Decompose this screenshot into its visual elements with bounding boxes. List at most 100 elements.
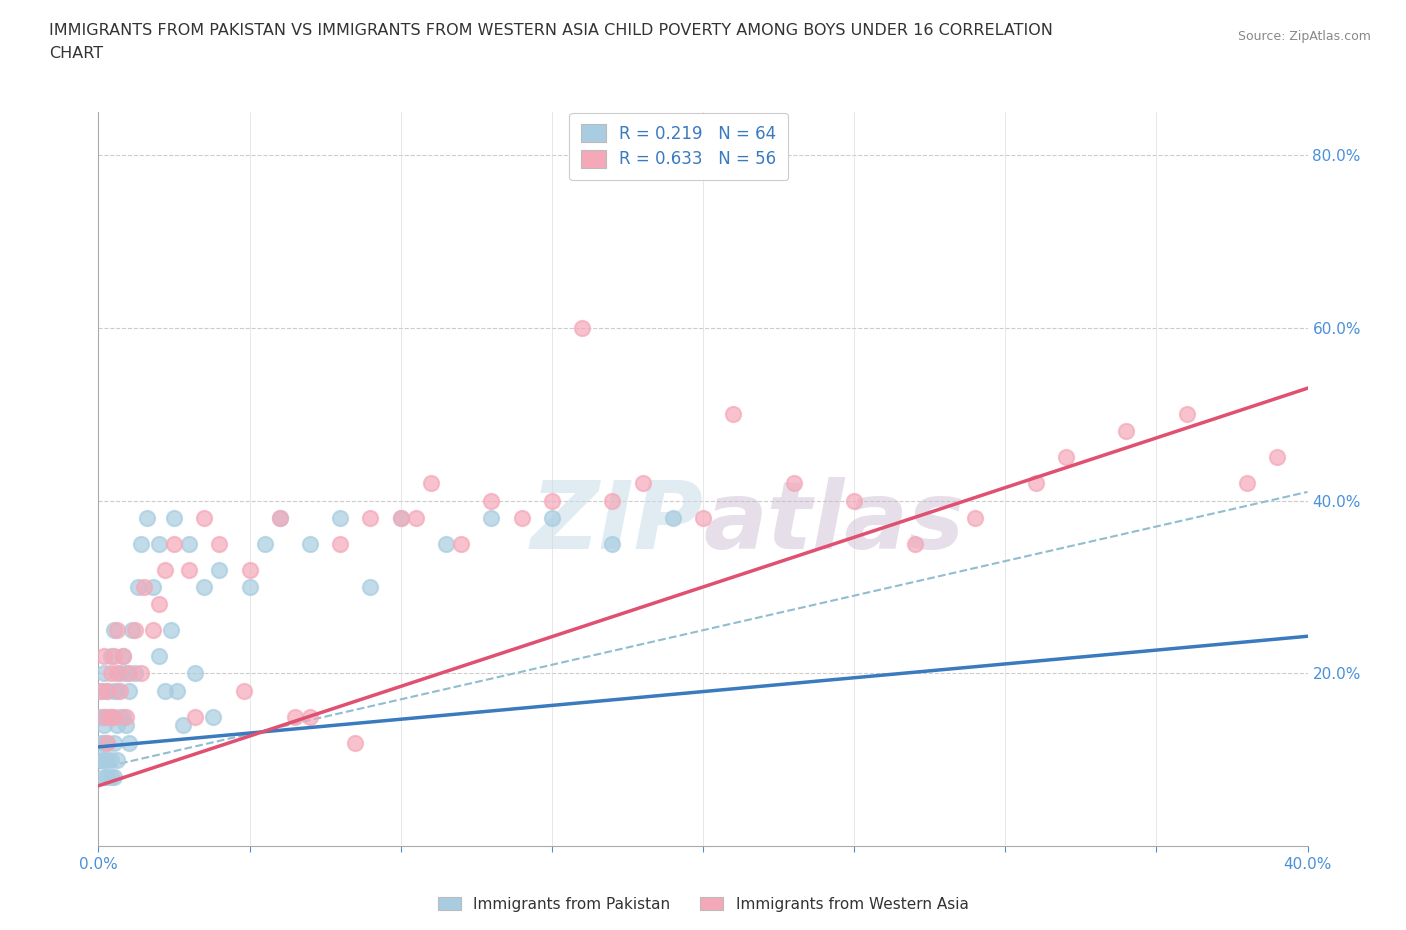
Point bbox=[481, 511, 503, 525]
Point bbox=[96, 735, 118, 750]
Point bbox=[1236, 476, 1258, 491]
Point bbox=[163, 537, 186, 551]
Point bbox=[90, 752, 112, 767]
Point bbox=[269, 511, 291, 525]
Point bbox=[540, 493, 562, 508]
Point bbox=[93, 718, 115, 733]
Point bbox=[166, 684, 188, 698]
Point bbox=[148, 597, 170, 612]
Point bbox=[202, 710, 225, 724]
Point bbox=[253, 537, 276, 551]
Point bbox=[184, 710, 207, 724]
Point bbox=[114, 666, 136, 681]
Point bbox=[661, 511, 683, 525]
Point bbox=[135, 511, 157, 525]
Point bbox=[571, 320, 593, 335]
Point bbox=[118, 684, 141, 698]
Point bbox=[90, 684, 112, 698]
Point bbox=[93, 752, 115, 767]
Point bbox=[405, 511, 427, 525]
Point bbox=[100, 752, 122, 767]
Point bbox=[111, 649, 134, 664]
Point bbox=[540, 511, 562, 525]
Point bbox=[844, 493, 866, 508]
Point bbox=[129, 666, 152, 681]
Point bbox=[103, 623, 125, 638]
Point bbox=[105, 623, 128, 638]
Point bbox=[93, 649, 115, 664]
Point bbox=[103, 684, 125, 698]
Point bbox=[434, 537, 457, 551]
Point bbox=[904, 537, 927, 551]
Point bbox=[96, 752, 118, 767]
Point bbox=[602, 493, 624, 508]
Point bbox=[239, 563, 262, 578]
Point bbox=[208, 537, 231, 551]
Point bbox=[100, 649, 122, 664]
Point bbox=[103, 770, 125, 785]
Point bbox=[481, 493, 503, 508]
Point bbox=[132, 579, 155, 594]
Point bbox=[93, 710, 115, 724]
Point bbox=[269, 511, 291, 525]
Point bbox=[450, 537, 472, 551]
Point bbox=[148, 649, 170, 664]
Point bbox=[105, 752, 128, 767]
Point bbox=[510, 511, 533, 525]
Point bbox=[96, 684, 118, 698]
Point bbox=[420, 476, 443, 491]
Point bbox=[108, 710, 131, 724]
Point bbox=[179, 563, 201, 578]
Point bbox=[329, 537, 352, 551]
Point bbox=[284, 710, 307, 724]
Point bbox=[142, 579, 165, 594]
Point bbox=[965, 511, 987, 525]
Legend: Immigrants from Pakistan, Immigrants from Western Asia: Immigrants from Pakistan, Immigrants fro… bbox=[432, 890, 974, 918]
Point bbox=[692, 511, 714, 525]
Point bbox=[1115, 424, 1137, 439]
Text: atlas: atlas bbox=[703, 477, 965, 569]
Point bbox=[121, 623, 143, 638]
Point bbox=[111, 710, 134, 724]
Point bbox=[100, 666, 122, 681]
Point bbox=[111, 649, 134, 664]
Point bbox=[160, 623, 183, 638]
Point bbox=[124, 623, 146, 638]
Point bbox=[142, 623, 165, 638]
Point bbox=[360, 511, 382, 525]
Point bbox=[723, 406, 745, 421]
Point bbox=[631, 476, 654, 491]
Point bbox=[93, 735, 115, 750]
Point bbox=[184, 666, 207, 681]
Point bbox=[96, 770, 118, 785]
Point bbox=[360, 579, 382, 594]
Text: ZIP: ZIP bbox=[530, 477, 703, 569]
Point bbox=[193, 579, 215, 594]
Point bbox=[93, 666, 115, 681]
Point bbox=[389, 511, 412, 525]
Legend: R = 0.219   N = 64, R = 0.633   N = 56: R = 0.219 N = 64, R = 0.633 N = 56 bbox=[569, 113, 789, 179]
Point bbox=[299, 537, 322, 551]
Point bbox=[127, 579, 149, 594]
Point bbox=[103, 710, 125, 724]
Point bbox=[389, 511, 412, 525]
Point bbox=[179, 537, 201, 551]
Point bbox=[1054, 450, 1077, 465]
Point bbox=[344, 735, 367, 750]
Point bbox=[103, 735, 125, 750]
Point bbox=[193, 511, 215, 525]
Point bbox=[118, 735, 141, 750]
Point bbox=[1267, 450, 1289, 465]
Text: IMMIGRANTS FROM PAKISTAN VS IMMIGRANTS FROM WESTERN ASIA CHILD POVERTY AMONG BOY: IMMIGRANTS FROM PAKISTAN VS IMMIGRANTS F… bbox=[49, 23, 1053, 38]
Point bbox=[93, 710, 115, 724]
Text: CHART: CHART bbox=[49, 46, 103, 61]
Point bbox=[114, 718, 136, 733]
Point bbox=[90, 710, 112, 724]
Point bbox=[100, 710, 122, 724]
Point bbox=[90, 735, 112, 750]
Point bbox=[163, 511, 186, 525]
Point bbox=[103, 649, 125, 664]
Point bbox=[108, 684, 131, 698]
Point bbox=[299, 710, 322, 724]
Point bbox=[105, 666, 128, 681]
